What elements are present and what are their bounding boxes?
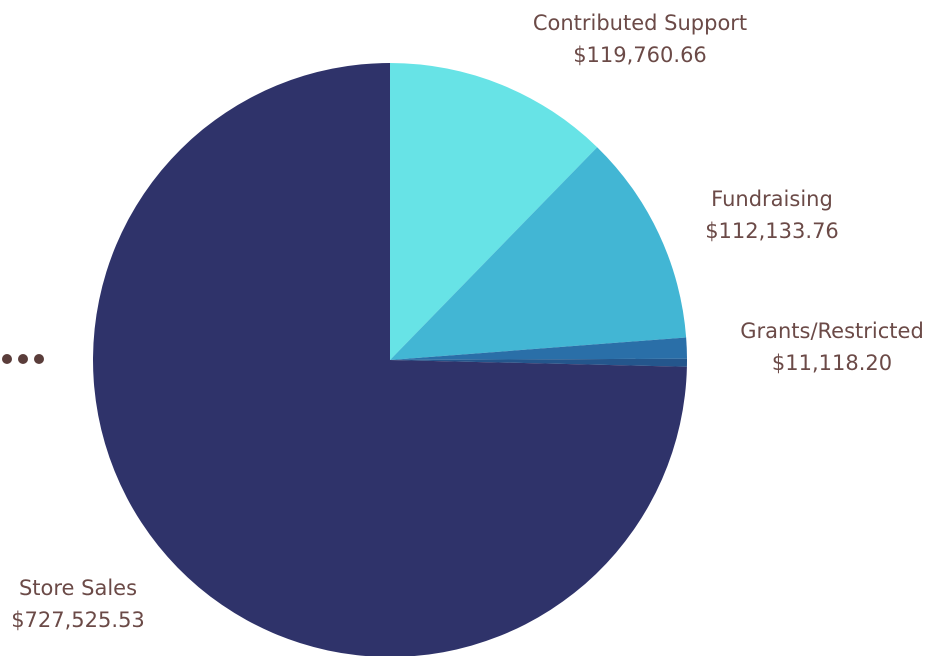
slice-label-fundraising: Fundraising $112,133.76 [672, 183, 872, 247]
slice-value: $112,133.76 [705, 219, 839, 243]
slice-value: $727,525.53 [11, 608, 145, 632]
pie-slice-unlabeled [390, 358, 687, 367]
pie-slice-contributed-support [390, 63, 598, 360]
slice-label-contributed-support: Contributed Support $119,760.66 [490, 7, 790, 71]
slice-name: Contributed Support [532, 11, 748, 35]
more-horizontal-icon[interactable] [0, 344, 48, 376]
pie-slice-fundraising [390, 147, 687, 360]
slice-value: $11,118.20 [771, 351, 893, 375]
slice-label-store-sales: Store Sales $727,525.53 [0, 572, 156, 636]
slice-name: Store Sales [18, 576, 138, 600]
pie-slice-grants-restricted [390, 337, 687, 360]
pie-slice-store-sales [93, 63, 687, 656]
slice-label-grants-restricted: Grants/Restricted $11,118.20 [722, 315, 942, 379]
slice-name: Fundraising [711, 187, 833, 211]
slice-name: Grants/Restricted [740, 319, 924, 343]
slice-value: $119,760.66 [573, 43, 707, 67]
